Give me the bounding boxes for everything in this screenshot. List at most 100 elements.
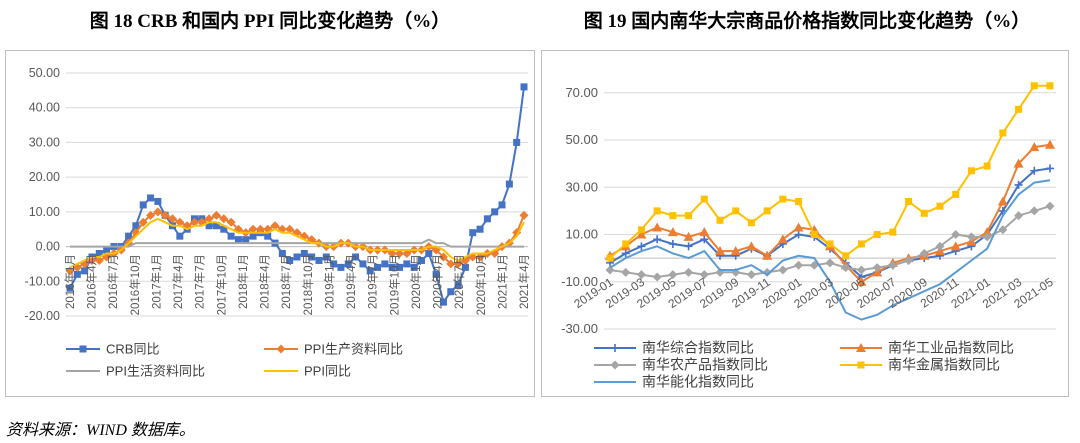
right-legend-label: 南华农产品指数同比 — [642, 357, 768, 373]
left-xtick-label: 2021年4月 — [517, 254, 531, 309]
left-series-1-point — [446, 259, 456, 269]
left-series-0-point — [264, 232, 272, 240]
right-series-line-4 — [609, 179, 1051, 321]
left-series-0-point — [439, 298, 447, 306]
right-series-1-point — [950, 241, 961, 251]
left-series-line-3 — [69, 217, 525, 269]
right-series-2-point — [872, 263, 882, 273]
left-series-0-point — [469, 229, 477, 237]
left-series-0-point — [483, 215, 491, 223]
left-series-0-point — [278, 250, 286, 258]
left-xtick-label: 2020年4月 — [431, 254, 445, 309]
right-series-0-point — [684, 242, 693, 251]
left-legend-label: PPI同比 — [304, 364, 351, 379]
right-series-3-point — [920, 209, 928, 217]
left-series-0-point — [132, 222, 140, 230]
right-series-1-point — [1029, 142, 1040, 152]
right-series-2-point — [966, 232, 976, 242]
left-series-1-point — [387, 249, 397, 259]
right-series-2-point — [856, 265, 866, 275]
left-xtick-label: 2016年1月 — [63, 254, 77, 309]
left-series-1-point — [395, 249, 405, 259]
left-ytick-label: 40.00 — [29, 101, 60, 115]
left-series-0-point — [220, 225, 228, 233]
left-series-0-point — [330, 260, 338, 268]
left-series-1-point — [248, 224, 258, 234]
right-series-2-point — [951, 230, 961, 240]
right-ytick-label: 10.00 — [565, 227, 598, 242]
left-xtick-label: 2017年1月 — [149, 254, 163, 309]
left-ytick-label: 20.00 — [29, 170, 60, 184]
right-series-3-point — [716, 216, 724, 224]
left-series-1-point — [65, 266, 75, 276]
left-series-0-point — [344, 260, 352, 268]
left-series-1-point — [160, 210, 170, 220]
right-series-3-point — [1015, 105, 1023, 113]
right-legend-label: 南华综合指数同比 — [642, 340, 754, 356]
left-series-0-point — [249, 232, 257, 240]
right-series-0-point — [621, 249, 630, 258]
left-series-1-point — [153, 207, 163, 217]
left-series-0-point — [476, 225, 484, 233]
left-series-1-point — [438, 252, 448, 262]
right-series-1-point — [856, 276, 867, 286]
left-series-0-point — [381, 260, 389, 268]
right-series-2-point — [652, 272, 662, 282]
right-series-2-point — [605, 265, 615, 275]
left-xtick-label: 2020年7月 — [452, 254, 466, 309]
right-series-3-point — [889, 228, 897, 236]
right-series-3-point — [826, 240, 834, 248]
left-xtick-label: 2018年7月 — [279, 254, 293, 309]
left-xtick-label: 2017年7月 — [193, 254, 207, 309]
right-series-1-point — [636, 229, 647, 239]
chart-title-right: 图 19 国内南华大宗商品价格指数同比变化趋势（%） — [583, 11, 1031, 32]
left-xtick-label: 2016年7月 — [106, 254, 120, 309]
left-series-0-point — [359, 260, 367, 268]
right-series-2-point — [715, 267, 725, 277]
left-series-1-point — [211, 210, 221, 220]
left-series-0-point — [81, 267, 89, 275]
left-series-0-point — [388, 263, 396, 271]
left-xtick-label: 2018年4月 — [258, 254, 272, 309]
right-series-1-point — [667, 227, 678, 237]
left-series-0-point — [410, 263, 418, 271]
right-series-3-point — [669, 212, 677, 220]
left-series-1-point — [453, 259, 463, 269]
right-ytick-label: 50.00 — [565, 132, 598, 147]
left-xtick-label: 2019年1月 — [322, 254, 336, 309]
right-series-1-point — [730, 246, 741, 256]
left-series-0-point — [425, 250, 433, 258]
crb-ppi-chart-panel: 50.00 40.00 30.00 20.00 10.00 0.00 -10.00 -20.0… — [5, 50, 535, 397]
left-ytick-label: 0.00 — [36, 240, 60, 254]
left-series-0-point — [293, 253, 301, 261]
right-series-3-point — [842, 252, 850, 260]
left-series-0-point — [103, 246, 111, 254]
right-series-2-point — [841, 263, 851, 273]
left-series-0-point — [447, 288, 455, 296]
right-series-1-point — [1013, 158, 1024, 168]
left-series-0-point — [337, 263, 345, 271]
left-series-0-point — [396, 263, 404, 271]
right-series-3-point — [905, 197, 913, 205]
left-series-0-point — [520, 83, 528, 91]
right-series-0-point — [794, 230, 803, 239]
right-series-1-point — [777, 234, 788, 244]
left-series-0-point — [205, 222, 213, 230]
left-series-line-2 — [70, 238, 524, 248]
right-series-2-point — [888, 260, 898, 270]
right-series-1-point — [793, 222, 804, 232]
right-series-1-point — [683, 231, 694, 241]
left-series-0-point — [513, 138, 521, 146]
left-series-0-point — [154, 197, 162, 205]
left-series-0-point — [125, 232, 133, 240]
left-series-0-point — [417, 256, 425, 264]
left-series-0-point — [366, 267, 374, 275]
left-series-0-point — [227, 232, 235, 240]
right-series-3-point — [857, 240, 865, 248]
left-series-1-point — [402, 249, 412, 259]
right-series-1-point — [715, 246, 725, 256]
left-xtick-label: 2020年10月 — [474, 254, 488, 315]
left-xtick-label: 2018年1月 — [236, 254, 250, 309]
left-series-0-point — [505, 180, 513, 188]
right-series-2-point — [794, 260, 804, 270]
